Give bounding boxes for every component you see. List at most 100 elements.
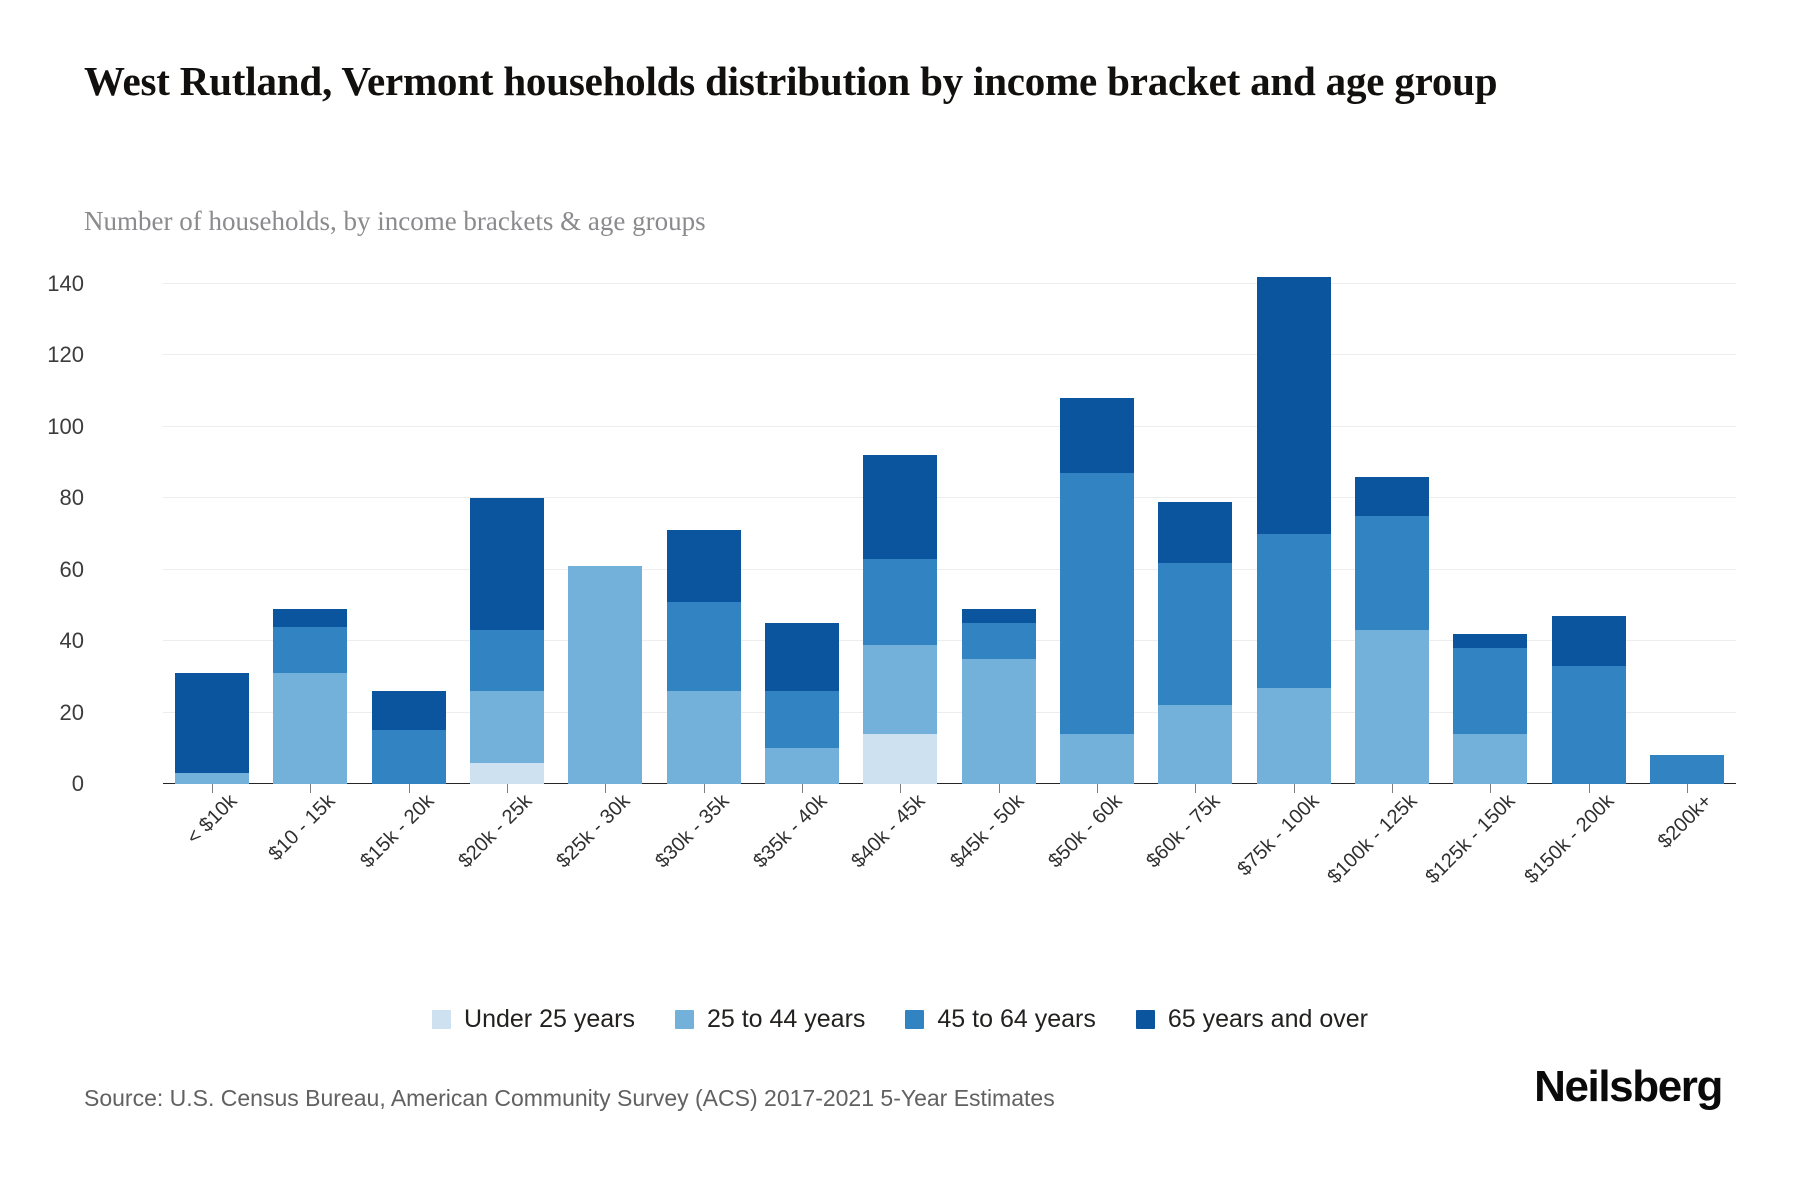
- bar-segment[interactable]: [1256, 533, 1331, 688]
- y-axis-tick-label: 60: [59, 556, 84, 582]
- bar-group[interactable]: [360, 266, 458, 784]
- bar-stack[interactable]: [1354, 476, 1429, 784]
- bar-segment[interactable]: [1158, 705, 1233, 784]
- bar-group[interactable]: [556, 266, 654, 784]
- bar-group[interactable]: [1244, 266, 1342, 784]
- bar-group[interactable]: [655, 266, 753, 784]
- bar-segment[interactable]: [863, 455, 938, 559]
- bar-segment[interactable]: [1551, 666, 1626, 784]
- x-axis-tick: [802, 784, 804, 793]
- bar-segment[interactable]: [371, 691, 446, 731]
- bar-stack[interactable]: [1453, 633, 1528, 784]
- x-axis-tick: [1686, 784, 1688, 793]
- x-axis-tick: [1096, 784, 1098, 793]
- bar-stack[interactable]: [1059, 398, 1134, 784]
- bar-segment[interactable]: [863, 734, 938, 784]
- bar-segment[interactable]: [1453, 734, 1528, 784]
- bar-group[interactable]: [1343, 266, 1441, 784]
- bar-segment[interactable]: [765, 623, 840, 692]
- bar-segment[interactable]: [666, 601, 741, 692]
- y-axis-tick-label: 80: [59, 485, 84, 511]
- bar-group[interactable]: [1638, 266, 1736, 784]
- legend-swatch-icon: [432, 1010, 452, 1029]
- bar-stack[interactable]: [765, 623, 840, 784]
- bar-stack[interactable]: [470, 498, 545, 784]
- bar-segment[interactable]: [273, 626, 348, 674]
- bar-segment[interactable]: [1158, 501, 1233, 563]
- bar-segment[interactable]: [1354, 516, 1429, 631]
- legend-item[interactable]: 45 to 64 years: [905, 1005, 1096, 1034]
- bar-segment[interactable]: [470, 762, 545, 784]
- bar-segment[interactable]: [1059, 473, 1134, 734]
- bar-group[interactable]: [1146, 266, 1244, 784]
- bar-segment[interactable]: [1354, 630, 1429, 784]
- bar-group[interactable]: [851, 266, 949, 784]
- bar-group[interactable]: [1539, 266, 1637, 784]
- bar-segment[interactable]: [568, 566, 643, 784]
- legend-item[interactable]: Under 25 years: [432, 1005, 635, 1034]
- bar-stack[interactable]: [371, 691, 446, 784]
- x-axis-tick-label: $10 - 15k: [264, 790, 341, 866]
- bar-segment[interactable]: [1256, 687, 1331, 784]
- bar-segment[interactable]: [1059, 398, 1134, 474]
- bar-segment[interactable]: [1649, 755, 1724, 784]
- bar-segment[interactable]: [863, 644, 938, 734]
- bar-segment[interactable]: [175, 673, 250, 774]
- bar-segment[interactable]: [1453, 633, 1528, 649]
- bar-group[interactable]: [1048, 266, 1146, 784]
- bar-stack[interactable]: [666, 530, 741, 784]
- bar-segment[interactable]: [1453, 648, 1528, 734]
- bar-stack[interactable]: [568, 566, 643, 784]
- bar-segment[interactable]: [1354, 476, 1429, 517]
- bar-segment[interactable]: [765, 748, 840, 784]
- gridline: [163, 497, 1736, 499]
- x-axis-tick-label: $25k - 30k: [552, 790, 635, 873]
- bar-segment[interactable]: [1059, 734, 1134, 784]
- page-subtitle: Number of households, by income brackets…: [84, 206, 706, 236]
- page-title: West Rutland, Vermont households distrib…: [84, 58, 1498, 104]
- bar-segment[interactable]: [666, 691, 741, 784]
- legend-swatch-icon: [674, 1010, 694, 1029]
- bar-segment[interactable]: [371, 730, 446, 784]
- bar-segment[interactable]: [1158, 562, 1233, 706]
- bar-segment[interactable]: [470, 498, 545, 631]
- x-axis-tick: [310, 784, 312, 793]
- bar-group[interactable]: [458, 266, 556, 784]
- bar-segment[interactable]: [765, 691, 840, 749]
- bar-segment[interactable]: [1551, 616, 1626, 667]
- bar-segment[interactable]: [273, 608, 348, 627]
- bar-segment[interactable]: [175, 773, 250, 784]
- bar-stack[interactable]: [273, 608, 348, 784]
- y-axis-tick-label: 0: [71, 771, 84, 796]
- bar-group[interactable]: [261, 266, 359, 784]
- bar-segment[interactable]: [961, 623, 1036, 659]
- legend-item[interactable]: 65 years and over: [1135, 1005, 1368, 1034]
- bar-group[interactable]: [753, 266, 851, 784]
- x-axis-tick-label: $125k - 150k: [1421, 790, 1520, 889]
- bar-segment[interactable]: [470, 691, 545, 763]
- bar-segment[interactable]: [863, 558, 938, 645]
- bar-group[interactable]: [950, 266, 1048, 784]
- bar-segment[interactable]: [470, 630, 545, 692]
- bar-stack[interactable]: [863, 455, 938, 784]
- bar-stack[interactable]: [1256, 276, 1331, 784]
- x-axis-tick: [605, 784, 607, 793]
- bar-stack[interactable]: [175, 673, 250, 784]
- x-axis-tick: [1293, 784, 1295, 793]
- legend-item[interactable]: 25 to 44 years: [674, 1005, 865, 1034]
- x-axis-tick-label: $20k - 25k: [454, 790, 537, 873]
- bar-group[interactable]: [1441, 266, 1539, 784]
- bar-segment[interactable]: [1256, 276, 1331, 534]
- gridline: [163, 282, 1736, 284]
- bar-segment[interactable]: [273, 673, 348, 784]
- bar-segment[interactable]: [666, 530, 741, 602]
- source-note: Source: U.S. Census Bureau, American Com…: [84, 1085, 1055, 1111]
- bar-segment[interactable]: [961, 608, 1036, 624]
- bar-stack[interactable]: [1649, 755, 1724, 784]
- x-axis-tick: [703, 784, 705, 793]
- bar-stack[interactable]: [961, 608, 1036, 784]
- bar-stack[interactable]: [1551, 616, 1626, 784]
- bar-segment[interactable]: [961, 658, 1036, 784]
- bar-stack[interactable]: [1158, 501, 1233, 784]
- bar-group[interactable]: [163, 266, 261, 784]
